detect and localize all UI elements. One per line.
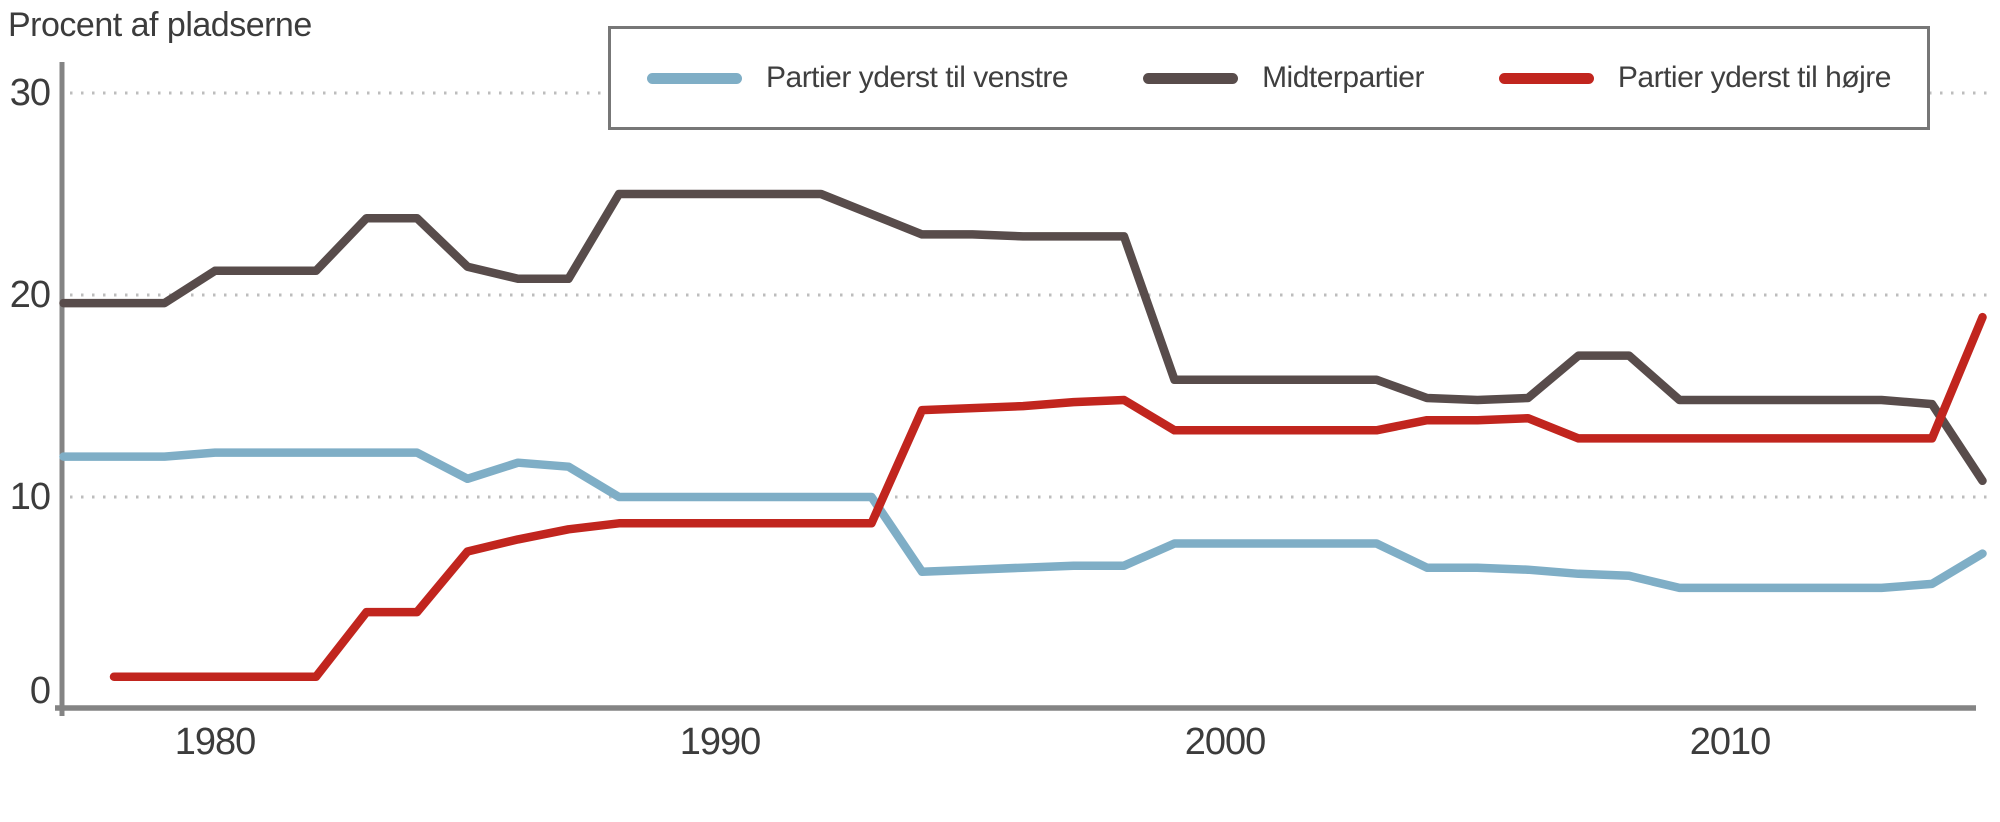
series-lines — [59, 189, 1987, 682]
x-tick-label: 2000 — [1184, 721, 1267, 763]
far-right-line-swatch — [1498, 72, 1594, 84]
legend-item-far-left: Partier yderst til venstre — [647, 61, 1069, 95]
dotted-gridlines — [70, 91, 1993, 499]
x-tick-label: 1990 — [679, 721, 762, 763]
y-tick-label: 0 — [29, 670, 51, 712]
legend-item-center: Midterpartier — [1143, 61, 1424, 95]
chart-title: Procent af pladserne — [8, 6, 312, 44]
y-tick-label: 10 — [9, 476, 51, 518]
x-tick-label: 1980 — [174, 721, 257, 763]
legend-item-far-right: Partier yderst til højre — [1498, 61, 1892, 95]
series-line-2 — [109, 312, 1987, 682]
axes — [55, 62, 1976, 716]
center-line-swatch — [1143, 72, 1239, 84]
legend-label: Partier yderst til højre — [1617, 61, 1892, 94]
y-tick-label: 20 — [9, 274, 51, 316]
y-tick-label: 30 — [9, 72, 51, 114]
series-line-1 — [59, 189, 1987, 486]
legend-label: Partier yderst til venstre — [766, 61, 1069, 94]
far-left-line-swatch — [647, 72, 742, 84]
legend-box: Partier yderst til venstre Midterpartier… — [608, 26, 1930, 130]
x-tick-label: 2010 — [1689, 721, 1772, 763]
series-line-0 — [59, 448, 1987, 593]
legend-label: Midterpartier — [1262, 61, 1424, 94]
